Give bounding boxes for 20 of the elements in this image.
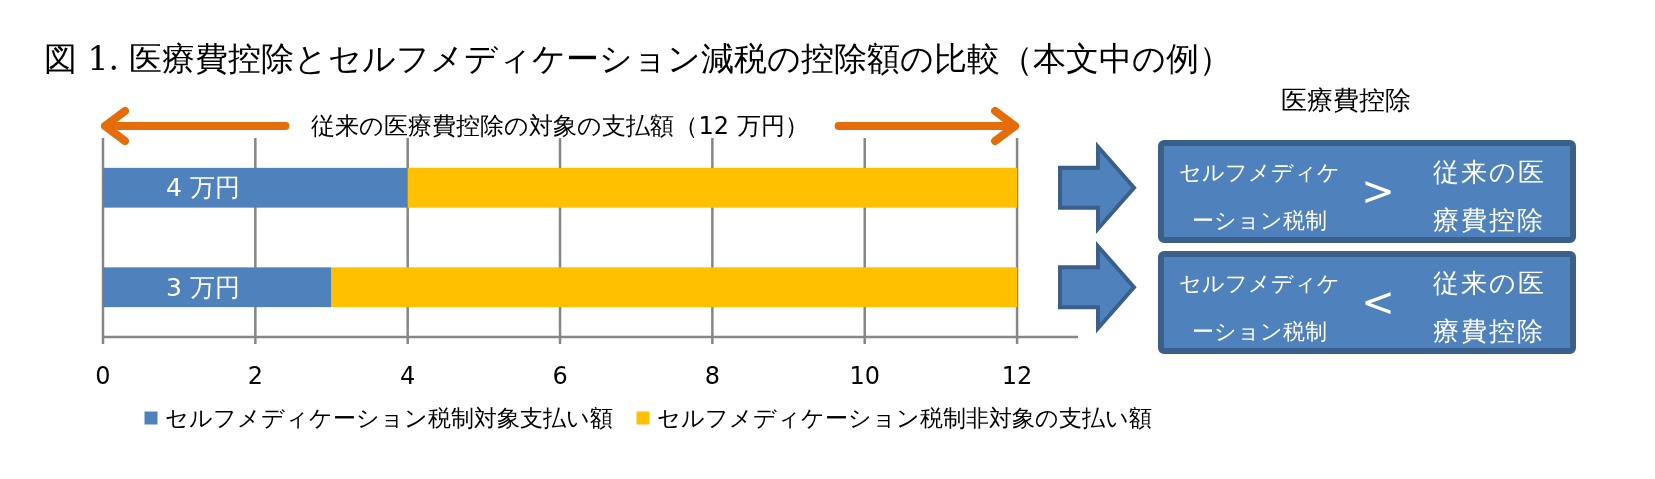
annotation: 従来の医療費控除の対象の支払額（12 万円）: [311, 112, 809, 140]
tick-label: 4: [400, 362, 416, 390]
annotation: <: [1361, 278, 1395, 325]
tick-label: 12: [1001, 362, 1033, 390]
annotation: 従来の医療費控除: [1432, 267, 1546, 346]
value-label: 3 万円: [166, 272, 240, 302]
tick-label: 6: [552, 362, 568, 390]
tick-label: 2: [247, 362, 263, 390]
annotation: >: [1361, 167, 1395, 214]
title: 図 1. 医療費控除とセルフメディケーション減税の控除額の比較（本文中の例）: [44, 38, 1233, 78]
legend-label: セルフメディケーション税制対象支払い額: [164, 405, 613, 431]
panel-heading: 医療費控除: [1281, 85, 1412, 115]
tick-label: 10: [849, 362, 880, 390]
annotation: セルフメディケーション税制: [1178, 159, 1340, 232]
legend-label: セルフメディケーション税制非対象の支払い額: [656, 405, 1152, 431]
value-label: 4 万円: [166, 173, 240, 203]
tick-label: 8: [704, 362, 720, 390]
annotation: セルフメディケーション税制: [1178, 270, 1340, 343]
tick-label: 0: [95, 362, 111, 390]
annotation: 従来の医療費控除: [1432, 156, 1546, 235]
